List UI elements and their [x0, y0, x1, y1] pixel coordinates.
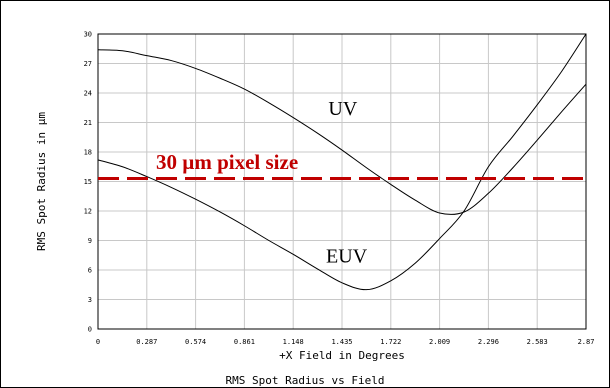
- x-tick-label: 0: [96, 338, 100, 346]
- y-tick-label: 27: [84, 60, 92, 68]
- y-tick-label: 0: [88, 326, 92, 334]
- x-tick-label: 2.583: [527, 338, 548, 346]
- grid: [98, 34, 586, 329]
- curve-label-euv: EUV: [326, 245, 368, 267]
- x-tick-labels: 0 0.287 0.574 0.861 1.148 1.435 1.722 2.009 2.29…: [96, 338, 595, 346]
- x-axis-label: +X Field in Degrees: [279, 349, 405, 362]
- y-tick-label: 6: [88, 267, 92, 275]
- x-tick-label: 0.574: [185, 338, 206, 346]
- reference-line: 30 µm pixel size: [98, 150, 586, 181]
- x-tick-label: 1.435: [331, 338, 352, 346]
- x-tick-label: 2.87: [578, 338, 595, 346]
- y-tick-label: 30: [84, 31, 92, 39]
- x-tick-label: 1.148: [283, 338, 304, 346]
- series-lines: [97, 33, 587, 291]
- y-axis-label: RMS Spot Radius in µm: [35, 112, 48, 251]
- y-tick-label: 9: [88, 237, 92, 245]
- series-line-euv: [97, 33, 587, 291]
- y-tick-label: 12: [84, 208, 92, 216]
- y-tick-label: 15: [84, 178, 92, 186]
- spot-radius-chart: 0 0.287 0.574 0.861 1.148 1.435 1.722 2.009 2.29…: [35, 31, 595, 363]
- x-tick-label: 0.287: [136, 338, 157, 346]
- y-tick-label: 21: [84, 119, 92, 127]
- pixel-size-label: 30 µm pixel size: [156, 150, 298, 174]
- plot-border: [97, 33, 587, 330]
- x-tick-label: 2.296: [478, 338, 499, 346]
- y-tick-label: 3: [88, 296, 92, 304]
- chart-title: RMS Spot Radius vs Field: [225, 374, 385, 387]
- series-line-uv: [97, 49, 587, 215]
- annotations: UV EUV: [326, 98, 368, 268]
- x-tick-label: 2.009: [429, 338, 450, 346]
- y-tick-label: 18: [84, 149, 92, 157]
- y-tick-labels: 0 3 6 9 12 15 18 21 24 27 30: [84, 31, 92, 334]
- x-tick-label: 1.722: [380, 338, 401, 346]
- x-tick-label: 0.861: [234, 338, 255, 346]
- curve-label-uv: UV: [328, 98, 357, 120]
- y-tick-label: 24: [84, 90, 92, 98]
